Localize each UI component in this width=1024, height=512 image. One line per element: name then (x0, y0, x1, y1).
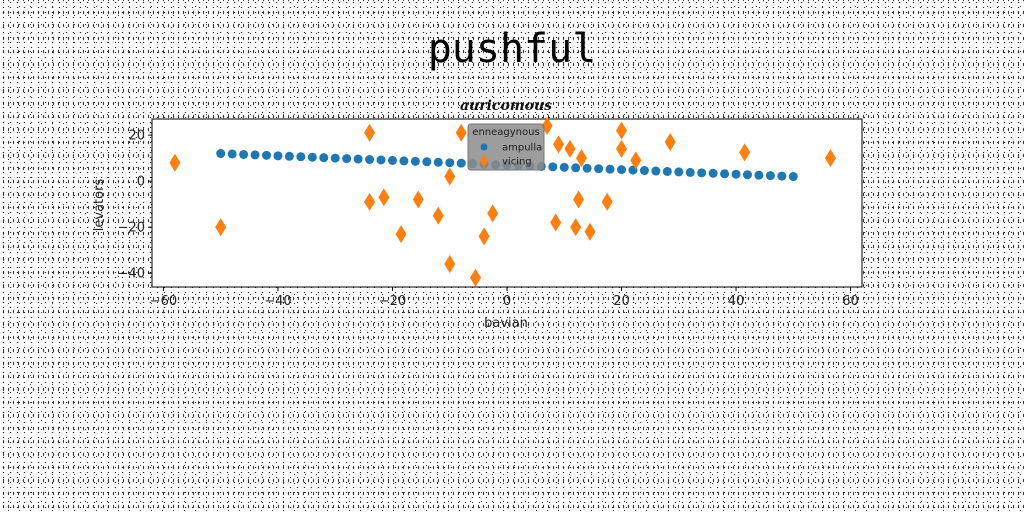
data-point (444, 167, 456, 186)
data-point (584, 222, 596, 241)
data-point (765, 171, 775, 181)
data-point (664, 133, 676, 152)
data-point (296, 152, 306, 162)
data-point (674, 167, 684, 177)
y-axis-label: levators (92, 179, 107, 232)
data-point (616, 139, 628, 158)
data-point (456, 158, 466, 168)
data-point (601, 192, 613, 211)
x-tick-label: 20 (613, 294, 630, 309)
data-point (478, 227, 490, 246)
data-point (364, 123, 376, 142)
legend-marker (480, 154, 488, 168)
legend-marker (480, 143, 488, 151)
data-point (651, 166, 661, 176)
data-point (708, 168, 718, 178)
data-point (639, 166, 649, 176)
data-point (788, 172, 798, 182)
data-point (378, 188, 390, 207)
data-point (444, 254, 456, 273)
data-point (307, 152, 317, 162)
legend: enneagynous ampulla vicing (467, 123, 545, 171)
data-point (239, 149, 249, 159)
data-point (594, 164, 604, 174)
legend-label: vicing (502, 157, 532, 168)
data-point (731, 169, 741, 179)
data-point (720, 169, 730, 179)
data-point (216, 149, 226, 159)
data-point (330, 153, 340, 163)
legend-title: enneagynous (472, 127, 539, 138)
data-point (169, 153, 181, 172)
data-point (541, 116, 553, 135)
data-point (387, 155, 397, 165)
data-point (273, 151, 283, 161)
data-point (573, 190, 585, 209)
x-axis: −60 −40 −20 0 20 40 60 (150, 287, 859, 309)
data-point (319, 153, 329, 163)
data-point (550, 213, 562, 232)
data-point (685, 167, 695, 177)
data-point (777, 171, 787, 181)
data-point (605, 164, 615, 174)
data-point (564, 139, 576, 158)
data-point (433, 157, 443, 167)
data-point (395, 225, 407, 244)
data-point (365, 155, 375, 165)
data-point (742, 170, 752, 180)
data-point (630, 151, 642, 170)
y-tick-label: 0 (137, 175, 145, 190)
data-point (559, 162, 569, 172)
data-point (582, 163, 592, 173)
legend-label: ampulla (502, 143, 542, 154)
data-point (353, 154, 363, 164)
data-point (825, 149, 837, 168)
data-point (754, 170, 764, 180)
data-point (553, 135, 565, 154)
y-tick-label: −20 (118, 221, 145, 236)
data-point (410, 156, 420, 166)
y-axis: −40 −20 0 20 (118, 129, 152, 282)
data-point (342, 154, 352, 164)
data-point (616, 121, 628, 140)
x-tick-label: −40 (264, 294, 291, 309)
data-point (445, 158, 455, 168)
series-vicing (169, 116, 837, 287)
y-tick-label: −40 (118, 267, 145, 282)
data-point (364, 192, 376, 211)
data-point (376, 155, 386, 165)
data-point (227, 149, 237, 159)
data-point (215, 218, 227, 237)
series-layer (169, 116, 837, 287)
x-tick-label: −20 (379, 294, 406, 309)
data-point (697, 168, 707, 178)
x-tick-label: 60 (842, 294, 859, 309)
data-point (284, 151, 294, 161)
x-tick-label: −60 (150, 294, 177, 309)
x-tick-label: 40 (728, 294, 745, 309)
data-point (662, 166, 672, 176)
chart-title: auricomous (460, 98, 552, 114)
data-point (455, 123, 467, 142)
y-tick-label: 20 (128, 129, 145, 144)
data-point (487, 204, 499, 223)
data-point (422, 157, 432, 167)
data-point (470, 268, 482, 287)
data-point (432, 206, 444, 225)
data-point (250, 150, 260, 160)
data-point (262, 150, 272, 160)
legend-box (467, 123, 545, 171)
figure-title: pushful (427, 26, 597, 72)
data-point (617, 165, 627, 175)
data-point (548, 162, 558, 172)
data-point (570, 218, 582, 237)
data-point (412, 190, 424, 209)
data-point (571, 163, 581, 173)
x-axis-label: bavian (484, 316, 528, 331)
data-point (739, 143, 751, 162)
x-tick-label: 0 (503, 294, 511, 309)
data-point (399, 156, 409, 166)
data-point (575, 149, 587, 168)
